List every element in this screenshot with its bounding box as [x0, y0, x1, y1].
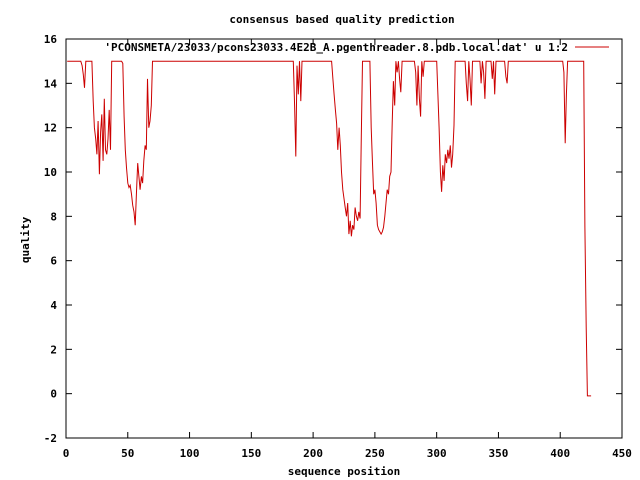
- y-tick-label: 14: [44, 77, 58, 90]
- x-tick-label: 250: [365, 447, 385, 460]
- y-tick-label: 0: [50, 388, 57, 401]
- x-tick-label: 100: [180, 447, 200, 460]
- y-axis-label: quality: [19, 216, 32, 263]
- legend: 'PCONSMETA/23033/pcons23033.4E2B_A.pgent…: [104, 41, 609, 54]
- plot-frame: [65, 38, 623, 439]
- x-tick-label: 400: [550, 447, 570, 460]
- y-tick-label: 6: [50, 255, 57, 268]
- x-tick-label: 150: [241, 447, 261, 460]
- x-tick-label: 450: [612, 447, 632, 460]
- x-tick-label: 0: [63, 447, 70, 460]
- x-axis-label: sequence position: [288, 465, 401, 478]
- x-tick-label: 200: [303, 447, 323, 460]
- series-group: [67, 60, 592, 397]
- series-line: [67, 60, 592, 397]
- y-tick-label: -2: [44, 432, 57, 445]
- y-tick-label: 12: [44, 122, 57, 135]
- x-tick-label: 50: [121, 447, 134, 460]
- ticks: 0 50 100 150 200 250 300 350 400 450 -2 0 2 4 6 8 10 12 14…: [44, 33, 632, 460]
- y-tick-label: 16: [44, 33, 58, 46]
- x-tick-label: 300: [427, 447, 447, 460]
- y-tick-label: 4: [50, 299, 57, 312]
- y-tick-label: 8: [50, 210, 57, 223]
- y-tick-label: 2: [50, 343, 57, 356]
- x-tick-label: 350: [489, 447, 509, 460]
- y-tick-label: 10: [44, 166, 57, 179]
- chart-title: consensus based quality prediction: [229, 13, 454, 26]
- legend-label: 'PCONSMETA/23033/pcons23033.4E2B_A.pgent…: [104, 41, 568, 54]
